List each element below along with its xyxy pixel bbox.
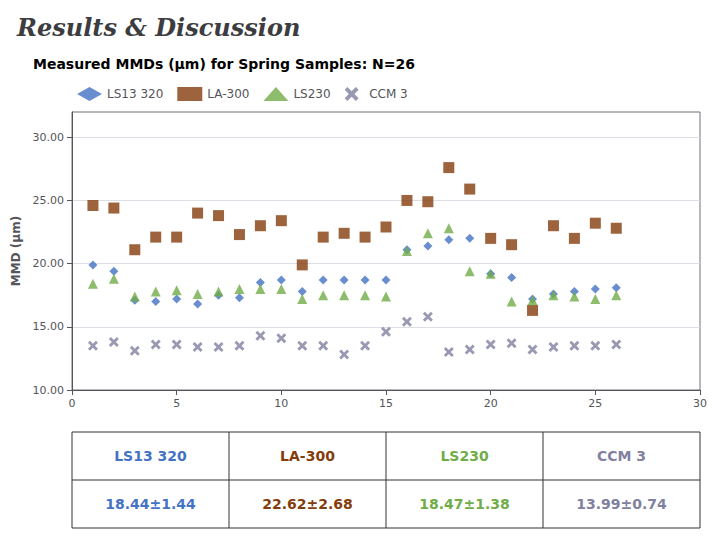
svg-text:25.00: 25.00 (33, 194, 65, 207)
svg-text:15: 15 (379, 397, 393, 410)
svg-text:LS13 320: LS13 320 (107, 87, 163, 101)
svg-text:18.44±1.44: 18.44±1.44 (105, 496, 196, 512)
svg-text:LA-300: LA-300 (280, 448, 335, 464)
svg-text:10: 10 (274, 397, 288, 410)
svg-text:18.47±1.38: 18.47±1.38 (419, 496, 510, 512)
svg-text:LA-300: LA-300 (207, 87, 249, 101)
svg-text:20.00: 20.00 (33, 257, 65, 270)
svg-text:30.00: 30.00 (33, 131, 65, 144)
svg-text:LS230: LS230 (440, 448, 488, 464)
svg-text:13.99±0.74: 13.99±0.74 (576, 496, 667, 512)
svg-text:5: 5 (173, 397, 180, 410)
svg-text:20: 20 (484, 397, 498, 410)
svg-text:CCM 3: CCM 3 (597, 448, 646, 464)
svg-text:15.00: 15.00 (33, 320, 65, 333)
svg-text:MMD (μm): MMD (μm) (9, 216, 23, 286)
svg-text:25: 25 (588, 397, 602, 410)
svg-text:Measured MMDs (μm) for Spring: Measured MMDs (μm) for Spring Samples: N… (33, 56, 415, 72)
svg-text:LS13 320: LS13 320 (114, 448, 187, 464)
svg-text:LS230: LS230 (293, 87, 330, 101)
svg-text:CCM 3: CCM 3 (369, 87, 408, 101)
svg-text:30: 30 (693, 397, 707, 410)
svg-text:22.62±2.68: 22.62±2.68 (262, 496, 353, 512)
svg-text:0: 0 (69, 397, 76, 410)
svg-text:10.00: 10.00 (33, 384, 65, 397)
svg-text:Results & Discussion: Results & Discussion (16, 13, 300, 42)
